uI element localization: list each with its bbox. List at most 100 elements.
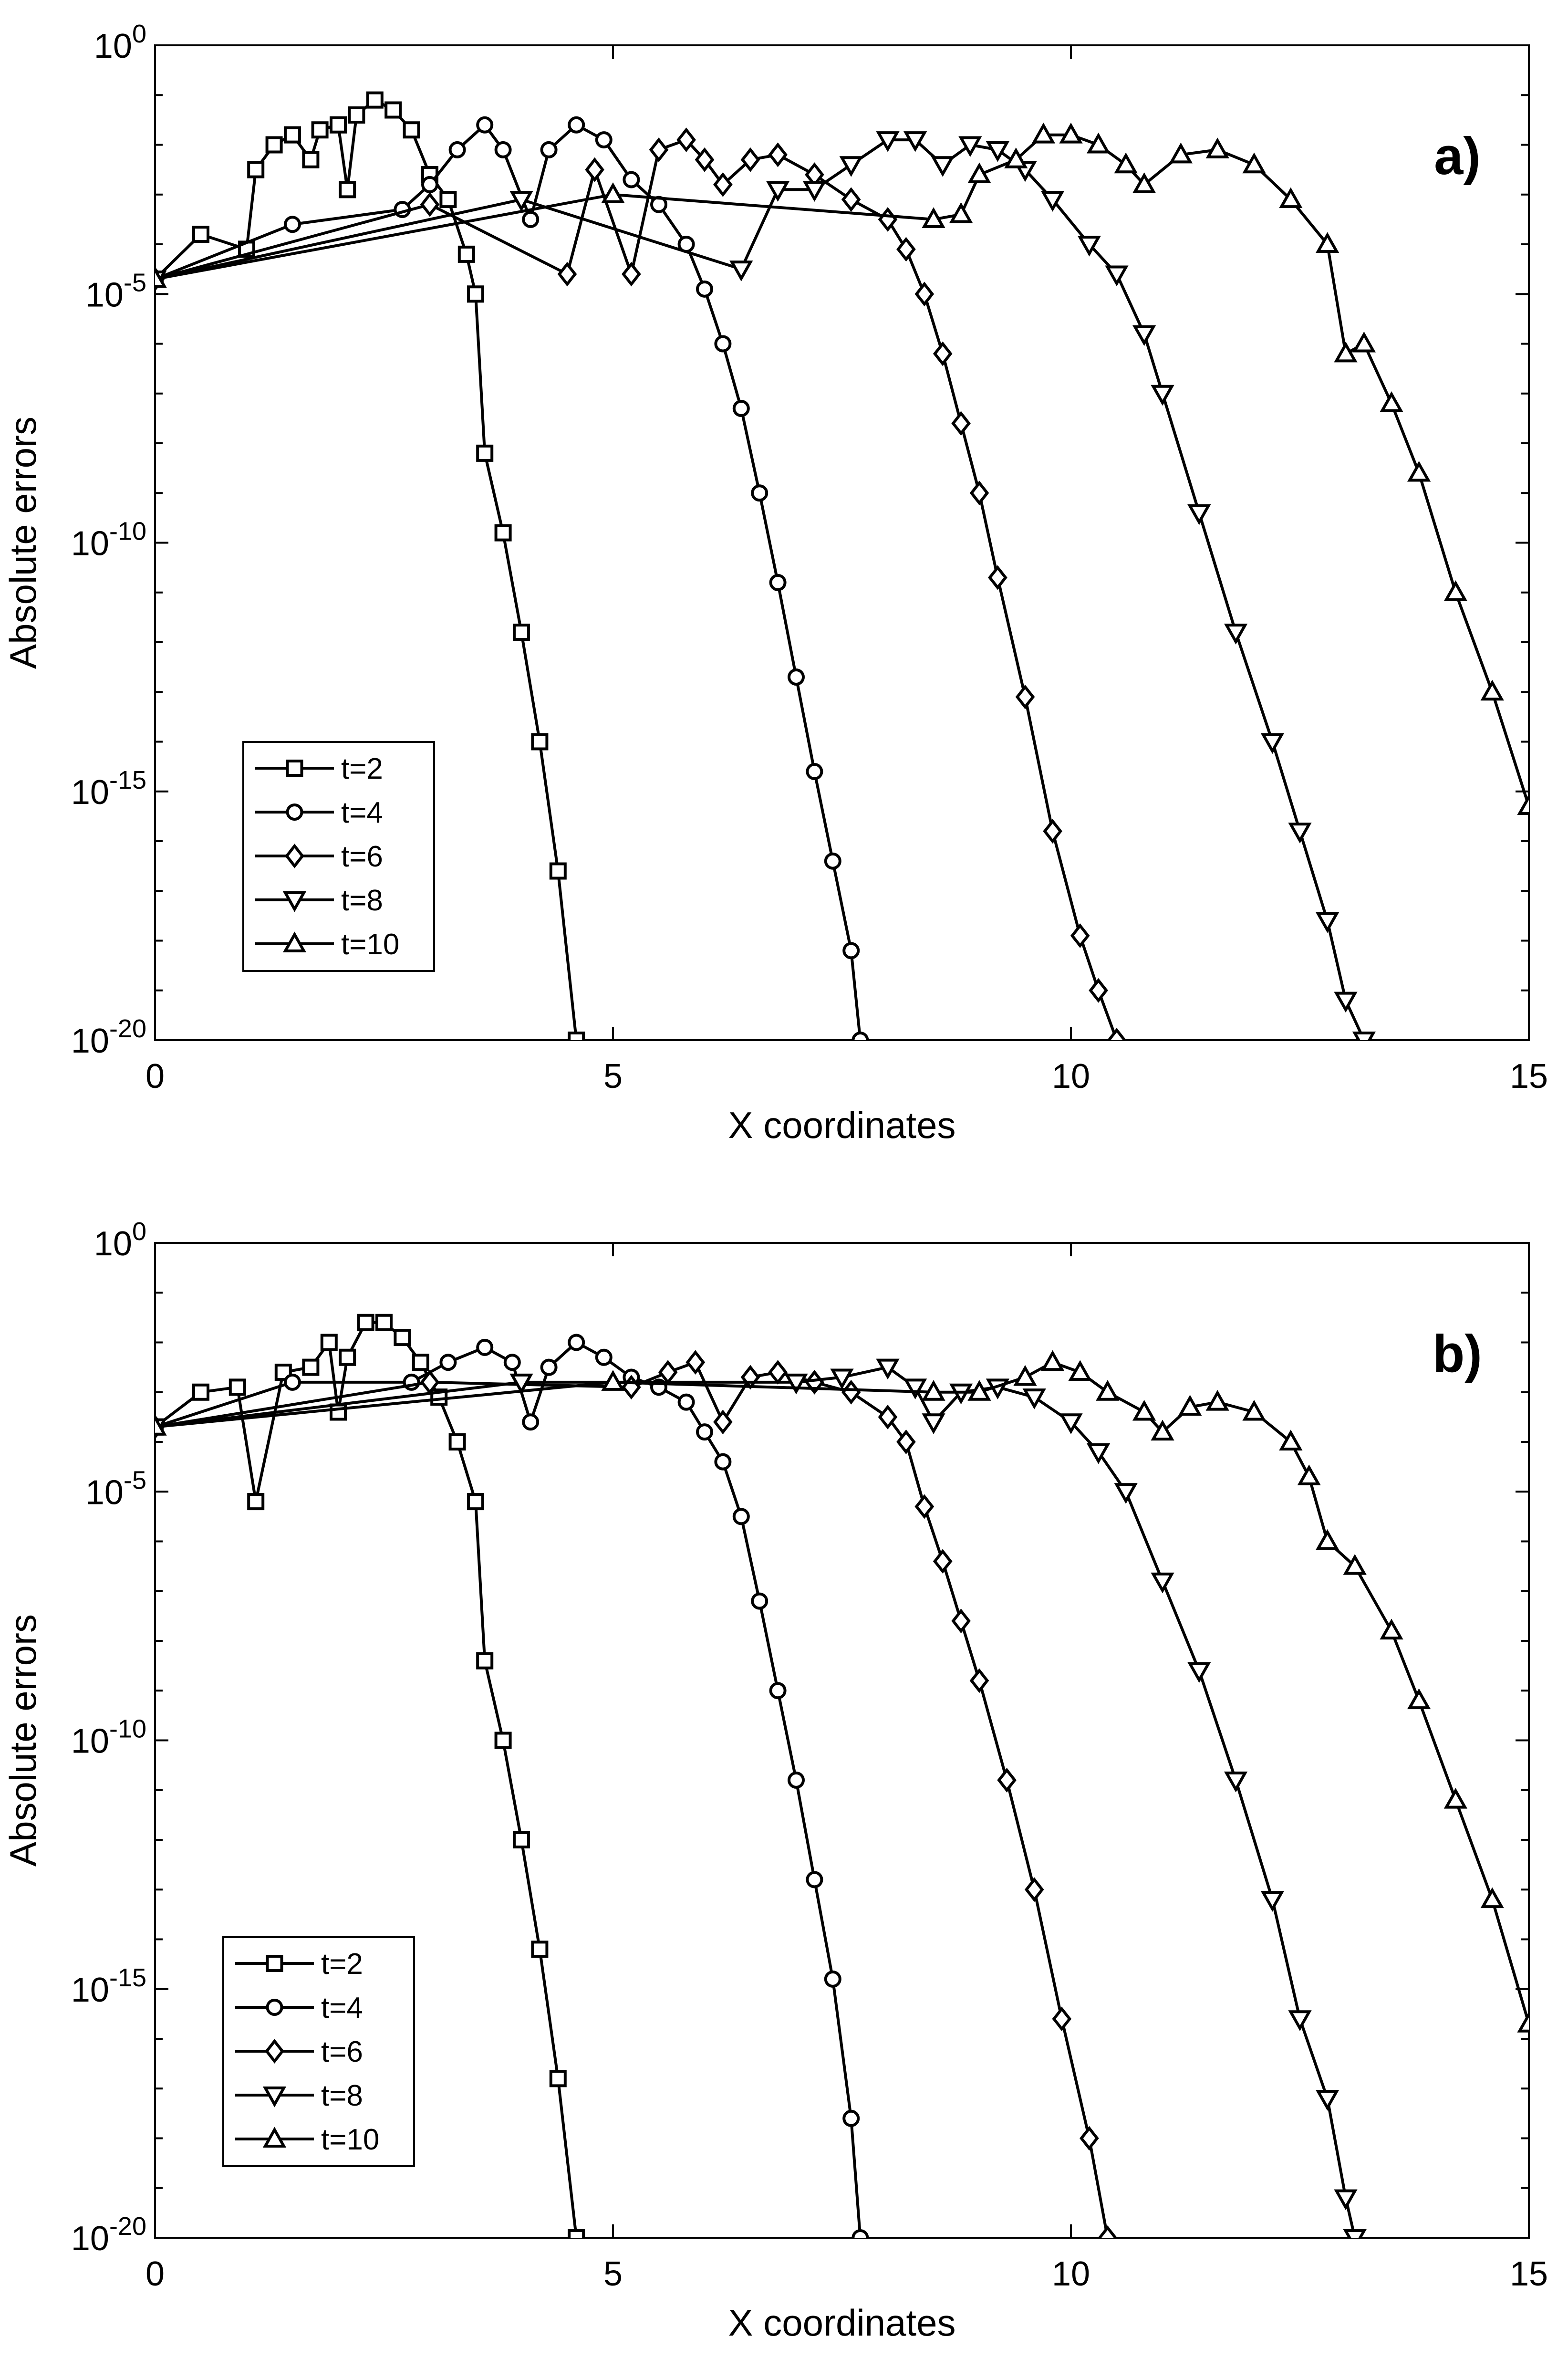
data-point xyxy=(903,1378,927,1399)
legend-label: t=4 xyxy=(321,1992,363,2024)
panel-label: b) xyxy=(1433,1325,1482,1383)
data-point xyxy=(1070,923,1090,948)
data-point xyxy=(476,116,494,134)
data-point xyxy=(601,182,625,203)
data-point xyxy=(1107,1028,1127,1040)
data-point xyxy=(311,121,329,139)
data-point xyxy=(1178,1395,1202,1416)
data-point xyxy=(1443,1788,1468,1809)
data-point xyxy=(1068,1360,1092,1381)
data-point xyxy=(155,267,167,288)
data-point xyxy=(933,341,953,366)
x-tick-label: 5 xyxy=(603,2255,623,2293)
series-t-4 xyxy=(155,116,869,1040)
data-point xyxy=(247,161,265,178)
data-point xyxy=(967,162,991,184)
y-tick-label: 10-20 xyxy=(71,2212,146,2258)
data-point xyxy=(330,1403,347,1421)
data-point xyxy=(1080,2126,1099,2151)
data-point xyxy=(1077,236,1101,257)
data-point xyxy=(677,1393,695,1411)
data-point xyxy=(969,1668,989,1693)
x-tick-label: 10 xyxy=(1052,1057,1090,1096)
data-point xyxy=(494,141,512,158)
legend-marker xyxy=(282,891,307,912)
data-point xyxy=(766,181,790,202)
data-point xyxy=(155,1415,167,1436)
data-point xyxy=(192,1383,209,1401)
data-point xyxy=(830,1368,854,1390)
data-point xyxy=(1205,1390,1229,1411)
data-point xyxy=(969,480,989,506)
data-point xyxy=(649,137,669,162)
data-point xyxy=(802,181,827,202)
data-point xyxy=(339,181,356,198)
data-point xyxy=(769,1682,787,1700)
data-point xyxy=(1407,460,1431,482)
data-point xyxy=(1187,1662,1211,1683)
legend-label: t=6 xyxy=(321,2035,363,2068)
x-tick-label: 5 xyxy=(603,1057,623,1096)
data-point xyxy=(1242,152,1266,174)
data-point xyxy=(1151,1572,1174,1594)
y-tick-label: 10-15 xyxy=(71,1963,146,2009)
data-point xyxy=(467,285,484,303)
series-line xyxy=(155,1321,578,2238)
data-point xyxy=(1334,991,1358,1013)
legend-label: t=8 xyxy=(341,884,383,917)
x-axis-label: X coordinates xyxy=(728,1104,956,1146)
data-point xyxy=(713,1409,733,1435)
data-point xyxy=(788,1771,805,1789)
series-t-2 xyxy=(155,91,585,1040)
data-point xyxy=(1132,1399,1156,1421)
data-point xyxy=(851,2229,869,2238)
data-point xyxy=(1096,1380,1120,1401)
data-point xyxy=(713,172,733,197)
data-point xyxy=(1480,1887,1504,1909)
data-point xyxy=(568,2229,585,2238)
data-point xyxy=(1352,1032,1376,1040)
data-point xyxy=(320,1334,338,1351)
legend-marker xyxy=(282,931,307,952)
y-tick-label: 10-10 xyxy=(71,517,146,563)
data-point xyxy=(366,91,384,109)
data-point xyxy=(448,141,466,158)
data-point xyxy=(1380,391,1403,412)
data-point xyxy=(1343,1554,1367,1575)
data-point xyxy=(951,411,971,436)
data-point xyxy=(878,1405,898,1429)
series-t-10 xyxy=(155,123,1529,815)
data-point xyxy=(914,282,935,307)
legend-label: t=10 xyxy=(321,2123,379,2156)
data-point xyxy=(1334,341,1358,363)
data-point xyxy=(302,151,320,168)
data-point xyxy=(988,565,1007,590)
data-point xyxy=(896,1429,916,1454)
series-line xyxy=(155,1361,1529,2024)
data-point xyxy=(595,1348,613,1366)
data-point xyxy=(284,216,301,233)
data-point xyxy=(284,1373,301,1391)
data-point xyxy=(1315,912,1340,933)
data-point xyxy=(1517,794,1529,815)
data-point xyxy=(1352,331,1376,353)
data-point xyxy=(403,121,420,139)
data-point xyxy=(375,1314,393,1331)
data-point xyxy=(467,1493,484,1511)
data-point xyxy=(439,1354,457,1371)
data-point xyxy=(1024,1877,1044,1902)
data-point xyxy=(841,187,861,212)
data-point xyxy=(284,126,301,144)
legend-label: t=6 xyxy=(341,840,383,873)
legend-label: t=8 xyxy=(321,2079,363,2112)
data-point xyxy=(421,176,438,193)
x-tick-label: 0 xyxy=(145,1057,165,1096)
data-point xyxy=(476,1652,494,1669)
data-point xyxy=(384,101,402,119)
y-tick-label: 10-5 xyxy=(85,1466,146,1512)
y-axis-label: Absolute errors xyxy=(2,1614,44,1867)
data-point xyxy=(1443,580,1468,601)
data-point xyxy=(876,1358,900,1380)
data-point xyxy=(503,1354,521,1371)
